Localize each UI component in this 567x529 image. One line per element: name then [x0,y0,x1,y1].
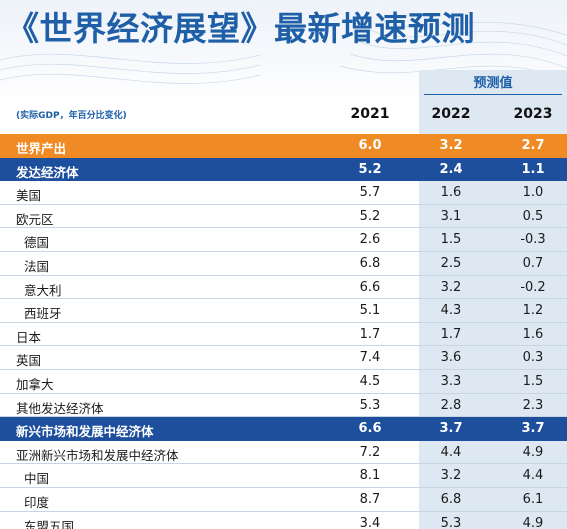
cell-value-2023: 1.5 [522,373,544,389]
row-label: 英国 [16,353,42,369]
cell-value-2023: 1.2 [522,303,544,319]
cell-value-2022: 3.6 [440,350,462,366]
cell-value-2023: 2.3 [522,397,544,413]
cell-value-2023: 6.1 [522,491,544,507]
cell-value-2022: 3.2 [439,138,463,153]
row-label: 印度 [24,494,50,510]
cell-value-2021: 3.4 [359,515,381,529]
cell-value-2022: 4.3 [440,303,462,319]
cell-value-2021: 5.2 [359,208,381,224]
cell-value-2022: 4.4 [440,444,462,460]
row-label: 美国 [16,188,42,204]
cell-value-2023: -0.2 [520,279,546,295]
cell-value-2021: 5.3 [359,397,381,413]
row-label: 中国 [24,471,50,487]
cell-value-2021: 6.8 [359,255,381,271]
row-label: 法国 [24,258,50,274]
cell-value-2022: 3.7 [439,421,463,437]
row-label: 西班牙 [24,306,62,322]
cell-value-2021: 7.2 [359,444,381,460]
cell-value-2021: 6.6 [359,279,381,295]
projection-label: 预测值 [473,76,513,91]
cell-value-2023: 2.7 [521,138,545,153]
row-label: 德国 [24,235,50,251]
table-row: 德国 2.6 1.5 -0.3 [0,228,567,252]
cell-value-2022: 2.8 [440,397,462,413]
cell-value-2022: 3.3 [440,373,462,389]
row-label: 发达经济体 [16,164,79,180]
cell-value-2023: 0.3 [522,350,544,366]
table-row: 英国 7.4 3.6 0.3 [0,346,567,370]
table-body: 世界产出 6.0 3.2 2.7 发达经济体 5.2 2.4 1.1 美国 5.7 1.6 1.0 欧元… [0,134,567,529]
cell-value-2021: 8.7 [359,491,381,507]
cell-value-2023: 1.1 [521,161,545,177]
cell-value-2023: 0.7 [522,255,544,271]
title-banner: 《世界经济展望》最新增速预测 [0,0,567,100]
cell-value-2021: 7.4 [359,350,381,366]
table-row: 日本 1.7 1.7 1.6 [0,323,567,347]
table-row: 新兴市场和发展中经济体 6.6 3.7 3.7 [0,417,567,441]
table-header: (实际GDP，年百分比变化) 2021 2022 2023 [0,102,567,128]
year-header-2021: 2021 [350,106,390,122]
table-row: 加拿大 4.5 3.3 1.5 [0,370,567,394]
row-label: 日本 [16,329,42,345]
table-row: 美国 5.7 1.6 1.0 [0,181,567,205]
table-row: 意大利 6.6 3.2 -0.2 [0,276,567,300]
cell-value-2022: 3.2 [440,279,462,295]
row-label: 其他发达经济体 [16,400,104,416]
cell-value-2021: 6.6 [358,421,382,437]
cell-value-2023: 4.9 [522,444,544,460]
cell-value-2021: 2.6 [359,232,381,248]
cell-value-2021: 5.1 [359,303,381,319]
year-header-2022: 2022 [431,106,471,122]
table-row: 亚洲新兴市场和发展中经济体 7.2 4.4 4.9 [0,441,567,465]
cell-value-2022: 2.4 [439,161,463,177]
decorative-wave-graphic [0,19,567,84]
table-row: 东盟五国 3.4 5.3 4.9 [0,512,567,529]
row-label: 意大利 [24,282,62,298]
cell-value-2021: 6.0 [358,138,382,153]
cell-value-2022: 3.2 [440,468,462,484]
cell-value-2022: 1.7 [440,326,462,342]
row-label: 东盟五国 [24,518,75,529]
cell-value-2021: 1.7 [359,326,381,342]
table-row: 法国 6.8 2.5 0.7 [0,252,567,276]
cell-value-2022: 3.1 [440,208,462,224]
row-label: 亚洲新兴市场和发展中经济体 [16,447,179,463]
table-row: 欧元区 5.2 3.1 0.5 [0,205,567,229]
row-label: 欧元区 [16,211,54,227]
page-title: 《世界经济展望》最新增速预测 [6,9,475,48]
cell-value-2023: 4.4 [522,468,544,484]
cell-value-2021: 5.7 [359,185,381,201]
table-row: 中国 8.1 3.2 4.4 [0,464,567,488]
cell-value-2023: 1.6 [522,326,544,342]
table-row: 西班牙 5.1 4.3 1.2 [0,299,567,323]
cell-value-2022: 1.6 [440,185,462,201]
row-label: 世界产出 [16,141,67,156]
row-label: 新兴市场和发展中经济体 [16,424,154,440]
cell-value-2023: 3.7 [521,421,545,437]
table-row: 发达经济体 5.2 2.4 1.1 [0,157,567,182]
cell-value-2023: 4.9 [522,515,544,529]
cell-value-2023: -0.3 [520,232,546,248]
cell-value-2022: 5.3 [440,515,462,529]
table-row: 印度 8.7 6.8 6.1 [0,488,567,512]
cell-value-2022: 2.5 [440,255,462,271]
cell-value-2023: 1.0 [522,185,544,201]
projection-underline [424,94,562,95]
cell-value-2021: 8.1 [359,468,381,484]
table-row: 其他发达经济体 5.3 2.8 2.3 [0,394,567,418]
cell-value-2022: 1.5 [440,232,462,248]
cell-value-2021: 5.2 [358,161,382,177]
unit-note: (实际GDP，年百分比变化) [16,111,127,121]
cell-value-2023: 0.5 [522,208,544,224]
row-label: 加拿大 [16,376,54,392]
cell-value-2022: 6.8 [440,491,462,507]
cell-value-2021: 4.5 [359,373,381,389]
table-row: 世界产出 6.0 3.2 2.7 [0,134,567,158]
year-header-2023: 2023 [513,106,553,122]
